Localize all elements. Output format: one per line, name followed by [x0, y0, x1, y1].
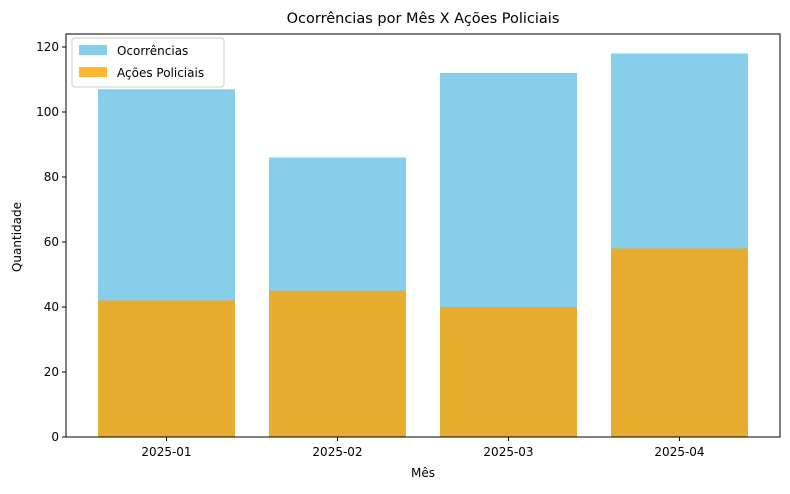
x-tick-label: 2025-02 — [312, 445, 362, 459]
x-tick-label: 2025-03 — [483, 445, 533, 459]
y-tick-label: 0 — [51, 430, 59, 444]
y-tick-label: 20 — [44, 365, 59, 379]
y-tick-label: 40 — [44, 300, 59, 314]
bar-acoes-policiais-2025-04 — [611, 248, 748, 437]
axes-layer: 0 20 40 60 80 100 120 2025-01 2025-02 2025-03 2025… — [36, 33, 781, 459]
legend: Ocorrências Ações Policiais — [71, 37, 225, 88]
y-tick-label: 60 — [44, 235, 59, 249]
legend-swatch — [79, 45, 107, 55]
legend-label: Ocorrências — [117, 44, 188, 58]
bar-acoes-policiais-2025-03 — [440, 307, 577, 437]
x-tick-label: 2025-04 — [654, 445, 704, 459]
y-tick-label: 120 — [36, 40, 59, 54]
y-axis-label: Quantidade — [10, 202, 24, 272]
legend-label: Ações Policiais — [117, 66, 204, 80]
bars-layer — [98, 53, 748, 437]
legend-box — [71, 37, 225, 88]
y-tick-label: 100 — [36, 105, 59, 119]
chart-title: Ocorrências por Mês X Ações Policiais — [287, 11, 560, 27]
plot-frame — [65, 33, 781, 438]
x-axis-label: Mês — [411, 466, 435, 480]
bar-acoes-policiais-2025-01 — [98, 300, 235, 437]
legend-swatch — [79, 67, 107, 77]
x-tick-label: 2025-01 — [141, 445, 191, 459]
bar-acoes-policiais-2025-02 — [269, 290, 406, 437]
y-tick-label: 80 — [44, 170, 59, 184]
